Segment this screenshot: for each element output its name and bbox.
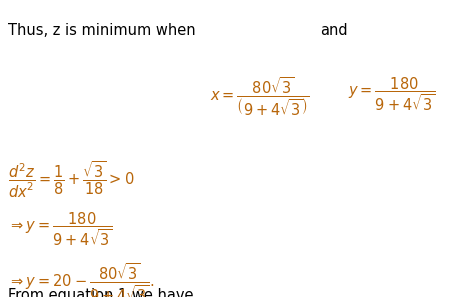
Text: Thus, z is minimum when: Thus, z is minimum when (8, 23, 196, 38)
Text: $\Rightarrow y = 20 - \dfrac{80\sqrt{3}}{9 + 4\sqrt{3}}.$: $\Rightarrow y = 20 - \dfrac{80\sqrt{3}}… (8, 262, 154, 297)
Text: $\Rightarrow y = \dfrac{180}{9 + 4\sqrt{3}}$: $\Rightarrow y = \dfrac{180}{9 + 4\sqrt{… (8, 210, 113, 247)
Text: From equation 1 we have: From equation 1 we have (8, 288, 194, 297)
Text: and: and (320, 23, 348, 38)
Text: $\dfrac{d^2z}{dx^2} = \dfrac{1}{8} + \dfrac{\sqrt{3}}{18} > 0$: $\dfrac{d^2z}{dx^2} = \dfrac{1}{8} + \df… (8, 160, 134, 200)
Text: $y = \dfrac{180}{9 + 4\sqrt{3}}$: $y = \dfrac{180}{9 + 4\sqrt{3}}$ (348, 75, 436, 113)
Text: $x = \dfrac{80\sqrt{3}}{\left(9 + 4\sqrt{3}\right)}$: $x = \dfrac{80\sqrt{3}}{\left(9 + 4\sqrt… (210, 75, 309, 118)
